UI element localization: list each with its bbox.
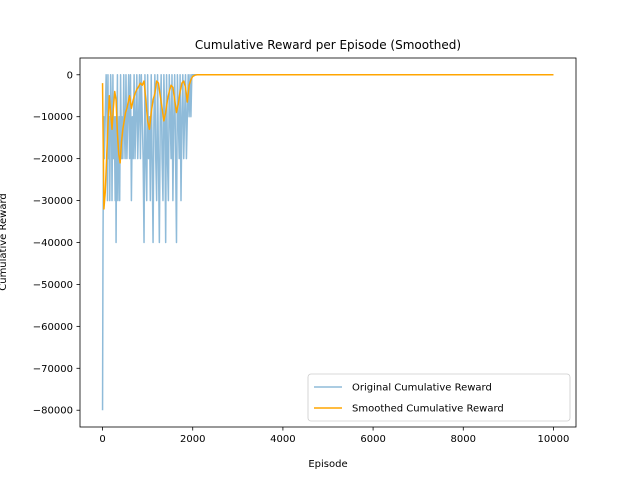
legend-label-1: Original Cumulative Reward <box>352 383 492 394</box>
y-tick-label: −20000 <box>33 154 73 165</box>
y-tick-label: −70000 <box>33 364 73 375</box>
x-tick-label: 6000 <box>360 434 385 445</box>
chart-title: Cumulative Reward per Episode (Smoothed) <box>195 38 461 52</box>
x-tick-label: 0 <box>99 434 105 445</box>
y-tick-label: 0 <box>67 70 73 81</box>
legend-box <box>307 373 571 422</box>
x-tick-label: 2000 <box>180 434 205 445</box>
x-tick-label: 8000 <box>451 434 476 445</box>
y-tick-label: −60000 <box>33 322 73 333</box>
legend-label-2: Smoothed Cumulative Reward <box>352 404 504 415</box>
y-tick-label: −40000 <box>33 238 73 249</box>
x-axis-ticks: 0 2000 4000 6000 8000 10000 <box>99 427 569 445</box>
y-tick-label: −30000 <box>33 196 73 207</box>
y-axis-label: Cumulative Reward <box>0 193 9 291</box>
y-tick-label: −10000 <box>33 112 73 123</box>
series-line-1 <box>101 74 554 411</box>
x-axis-label: Episode <box>308 459 347 470</box>
x-tick-label: 10000 <box>538 434 570 445</box>
plot-series <box>101 74 554 411</box>
y-tick-label: −80000 <box>33 406 73 417</box>
y-tick-label: −50000 <box>33 280 73 291</box>
legend: Original Cumulative Reward Smoothed Cumul… <box>307 373 571 422</box>
x-tick-label: 4000 <box>270 434 295 445</box>
y-axis-ticks: 0 −10000 −20000 −30000 −40000 −50000 −60000 −70… <box>33 70 80 417</box>
series-line-2 <box>101 74 554 210</box>
